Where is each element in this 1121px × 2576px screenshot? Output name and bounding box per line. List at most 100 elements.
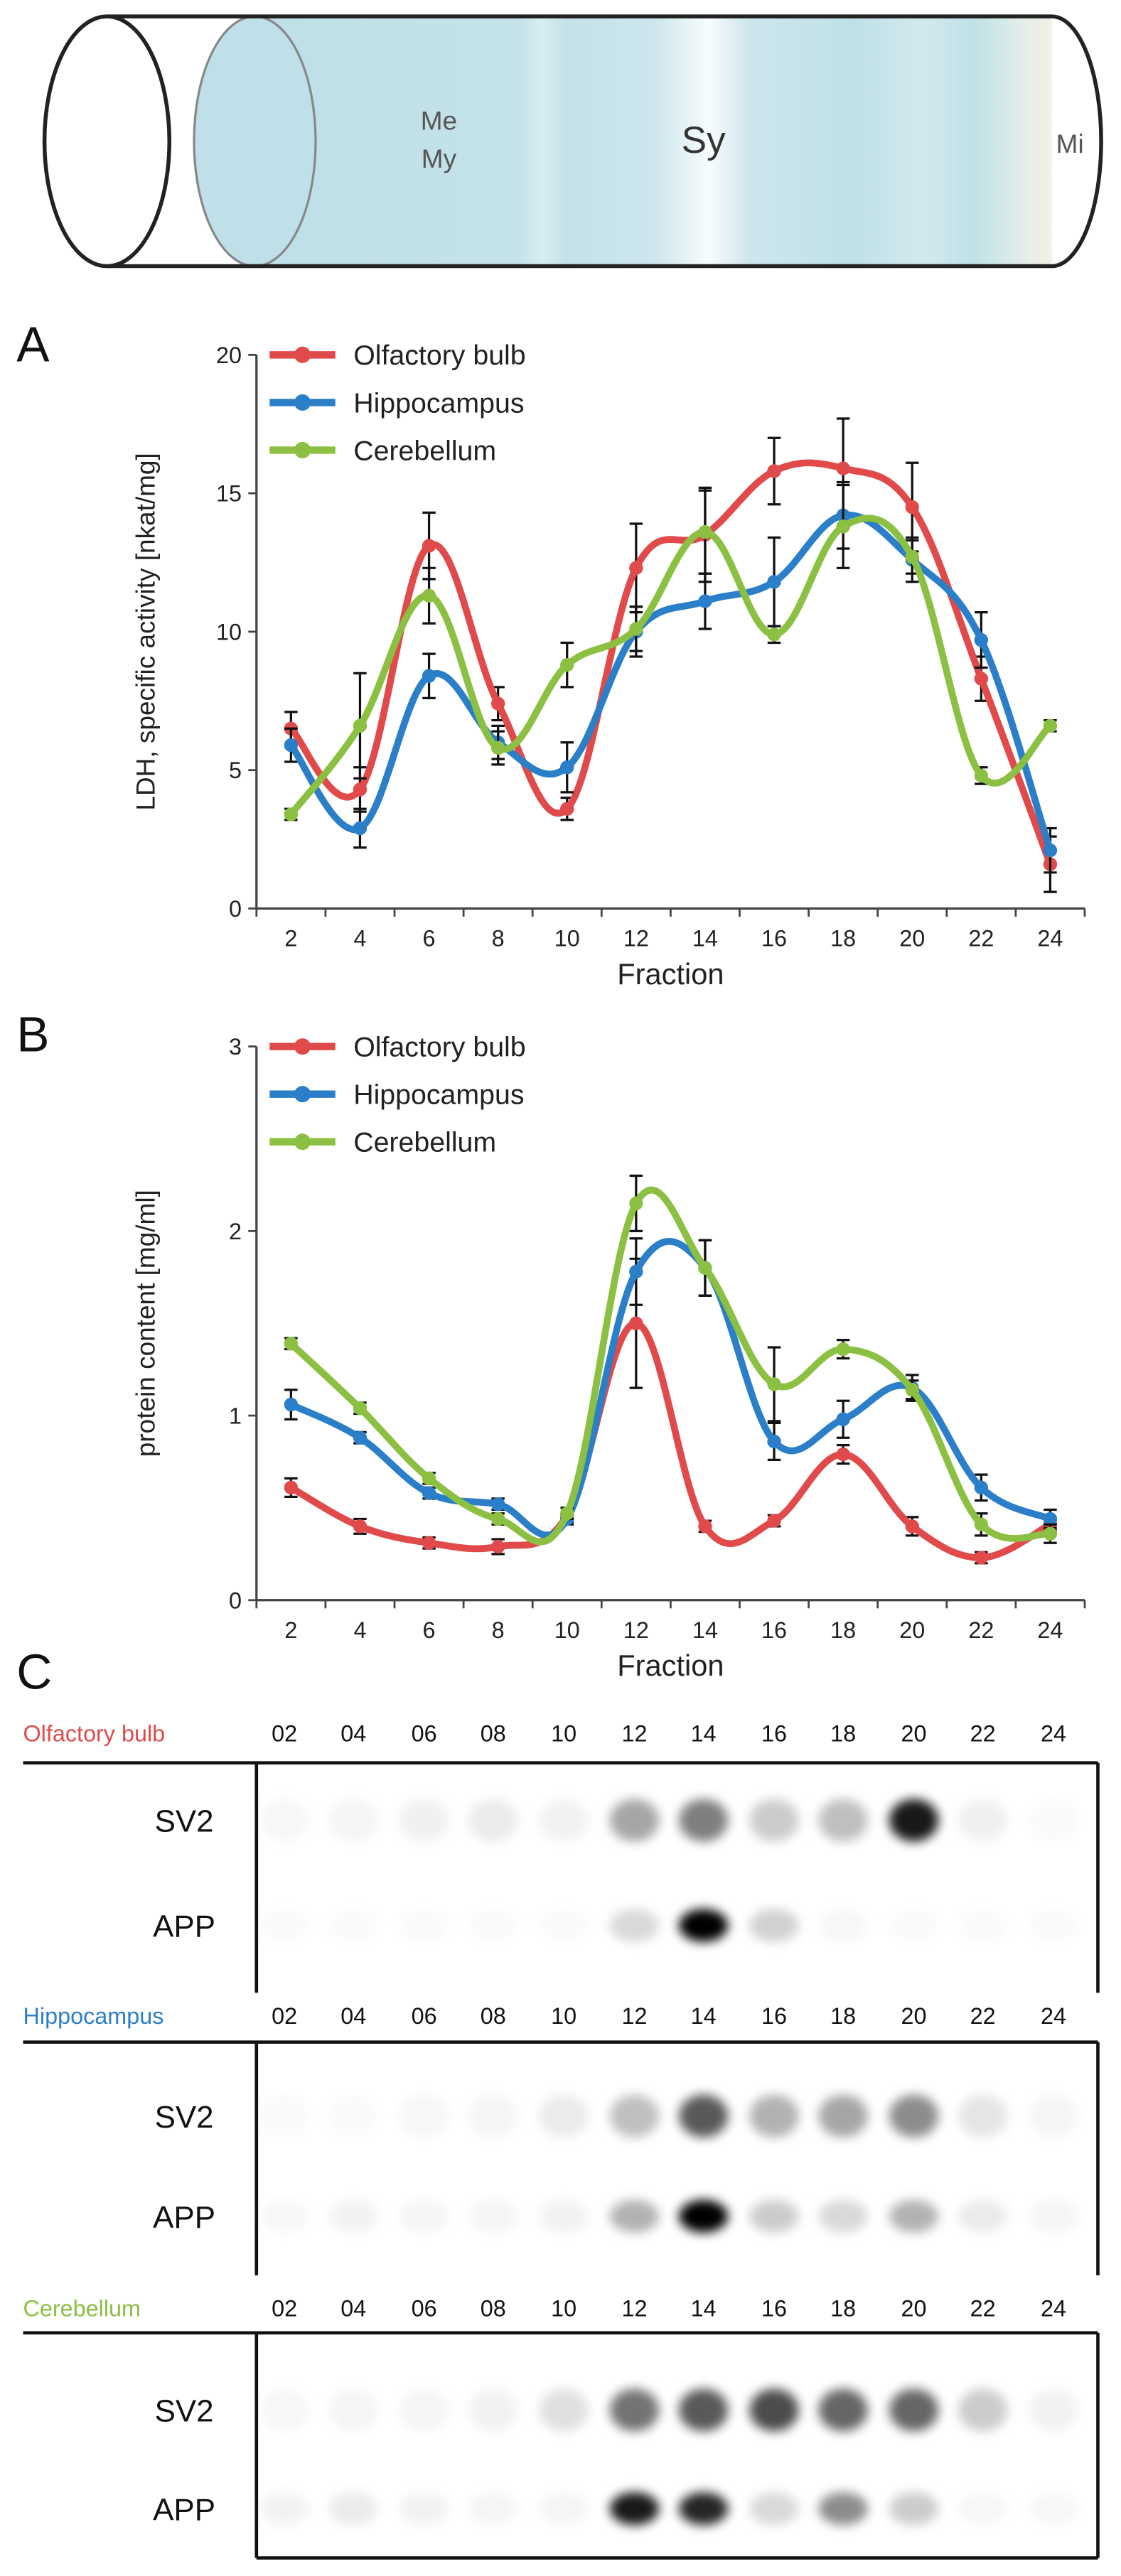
legend-marker-olfactory	[294, 1038, 311, 1055]
band	[818, 2199, 868, 2233]
band	[889, 2388, 939, 2432]
band	[1029, 2094, 1078, 2138]
data-point	[353, 782, 368, 797]
band	[749, 2094, 799, 2138]
band	[958, 1799, 1008, 1842]
data-point	[422, 588, 436, 603]
fraction-label: 22	[970, 1721, 996, 1747]
band	[749, 2388, 799, 2432]
data-point	[422, 1471, 436, 1486]
tube-label-mi: Mi	[1056, 129, 1084, 158]
tube-label-sy: Sy	[682, 119, 726, 161]
fraction-label: 20	[901, 2003, 927, 2029]
x-tick-label: 8	[492, 1617, 505, 1643]
fraction-label: 10	[551, 2296, 576, 2322]
data-point	[836, 1447, 850, 1462]
fraction-label: 18	[830, 2296, 856, 2322]
data-point	[353, 1519, 368, 1534]
series-olfactory	[284, 417, 1058, 893]
data-point	[1043, 718, 1058, 733]
band	[958, 2094, 1008, 2138]
data-point	[698, 1261, 712, 1276]
x-tick-label: 20	[899, 926, 925, 952]
fraction-label: 04	[340, 2003, 366, 2029]
legend-marker-cerebellum	[294, 1133, 311, 1150]
band	[1029, 2388, 1078, 2432]
panel-letter: A	[16, 317, 50, 372]
fraction-label: 14	[691, 2003, 717, 2029]
data-point	[490, 696, 505, 711]
tissue-label: Cerebellum	[23, 2296, 141, 2322]
y-tick-label: 2	[229, 1219, 242, 1244]
band	[678, 2094, 729, 2138]
tube-front-cap	[42, 14, 172, 269]
band	[259, 2492, 309, 2526]
data-point	[836, 1412, 850, 1426]
data-point	[422, 669, 436, 683]
x-tick-label: 12	[623, 1617, 649, 1643]
data-point	[353, 718, 368, 733]
band	[399, 2199, 449, 2233]
fraction-label: 02	[272, 2296, 297, 2322]
data-point	[698, 524, 712, 539]
band	[678, 1909, 729, 1942]
x-tick-label: 4	[353, 1617, 366, 1643]
blot-row-label: APP	[153, 1909, 215, 1944]
series-olfactory	[284, 1257, 1058, 1565]
tube-label-me: Me	[421, 107, 457, 136]
y-tick-label: 10	[216, 619, 242, 645]
fraction-label: 06	[412, 2003, 437, 2029]
x-tick-label: 24	[1037, 926, 1063, 952]
band	[468, 1799, 518, 1842]
band	[399, 2388, 449, 2432]
fraction-label: 16	[761, 2003, 787, 2029]
x-tick-label: 4	[353, 926, 366, 952]
band	[818, 1909, 867, 1941]
band	[329, 2095, 378, 2138]
data-point	[836, 519, 850, 534]
fraction-label: 10	[551, 1721, 576, 1747]
data-point	[284, 738, 299, 753]
fraction-label: 12	[622, 2296, 648, 2322]
band	[539, 1799, 589, 1842]
band	[889, 2199, 939, 2233]
legend-marker-cerebellum	[294, 441, 311, 459]
band-row-app	[328, 2199, 1078, 2233]
data-point	[353, 1401, 368, 1416]
data-point	[1043, 843, 1058, 858]
y-tick-label: 1	[229, 1403, 242, 1429]
fraction-label: 22	[970, 2296, 996, 2322]
y-tick-label: 3	[229, 1034, 242, 1060]
data-point	[767, 575, 781, 589]
band	[958, 1909, 1007, 1941]
x-tick-label: 16	[761, 926, 787, 952]
band	[1029, 2199, 1078, 2233]
band	[609, 1909, 660, 1942]
fraction-label: 08	[481, 2296, 506, 2322]
band	[678, 2388, 729, 2432]
data-point	[560, 760, 574, 775]
data-point	[490, 740, 505, 755]
tissue-label: Olfactory bulb	[23, 1721, 166, 1747]
fraction-label: 22	[970, 2003, 996, 2029]
band	[399, 1799, 449, 1842]
band	[889, 2094, 939, 2138]
y-tick-label: 5	[229, 758, 242, 783]
fraction-label: 24	[1041, 2003, 1066, 2029]
band	[609, 1799, 660, 1842]
band	[259, 1799, 309, 1841]
fraction-label: 14	[691, 2296, 717, 2322]
x-tick-label: 20	[899, 1617, 925, 1643]
band	[329, 1909, 378, 1941]
tissue-label: Hippocampus	[23, 2003, 164, 2029]
band	[399, 2492, 449, 2526]
fraction-label: 08	[481, 1721, 506, 1747]
tube-fill	[254, 16, 1052, 266]
band	[328, 2492, 378, 2526]
band-row-app	[259, 2492, 939, 2526]
series-line	[288, 514, 1053, 817]
legend-label-cerebellum: Cerebellum	[353, 1127, 496, 1158]
band	[609, 2492, 660, 2526]
band	[1029, 1799, 1078, 1841]
band	[609, 2094, 660, 2138]
